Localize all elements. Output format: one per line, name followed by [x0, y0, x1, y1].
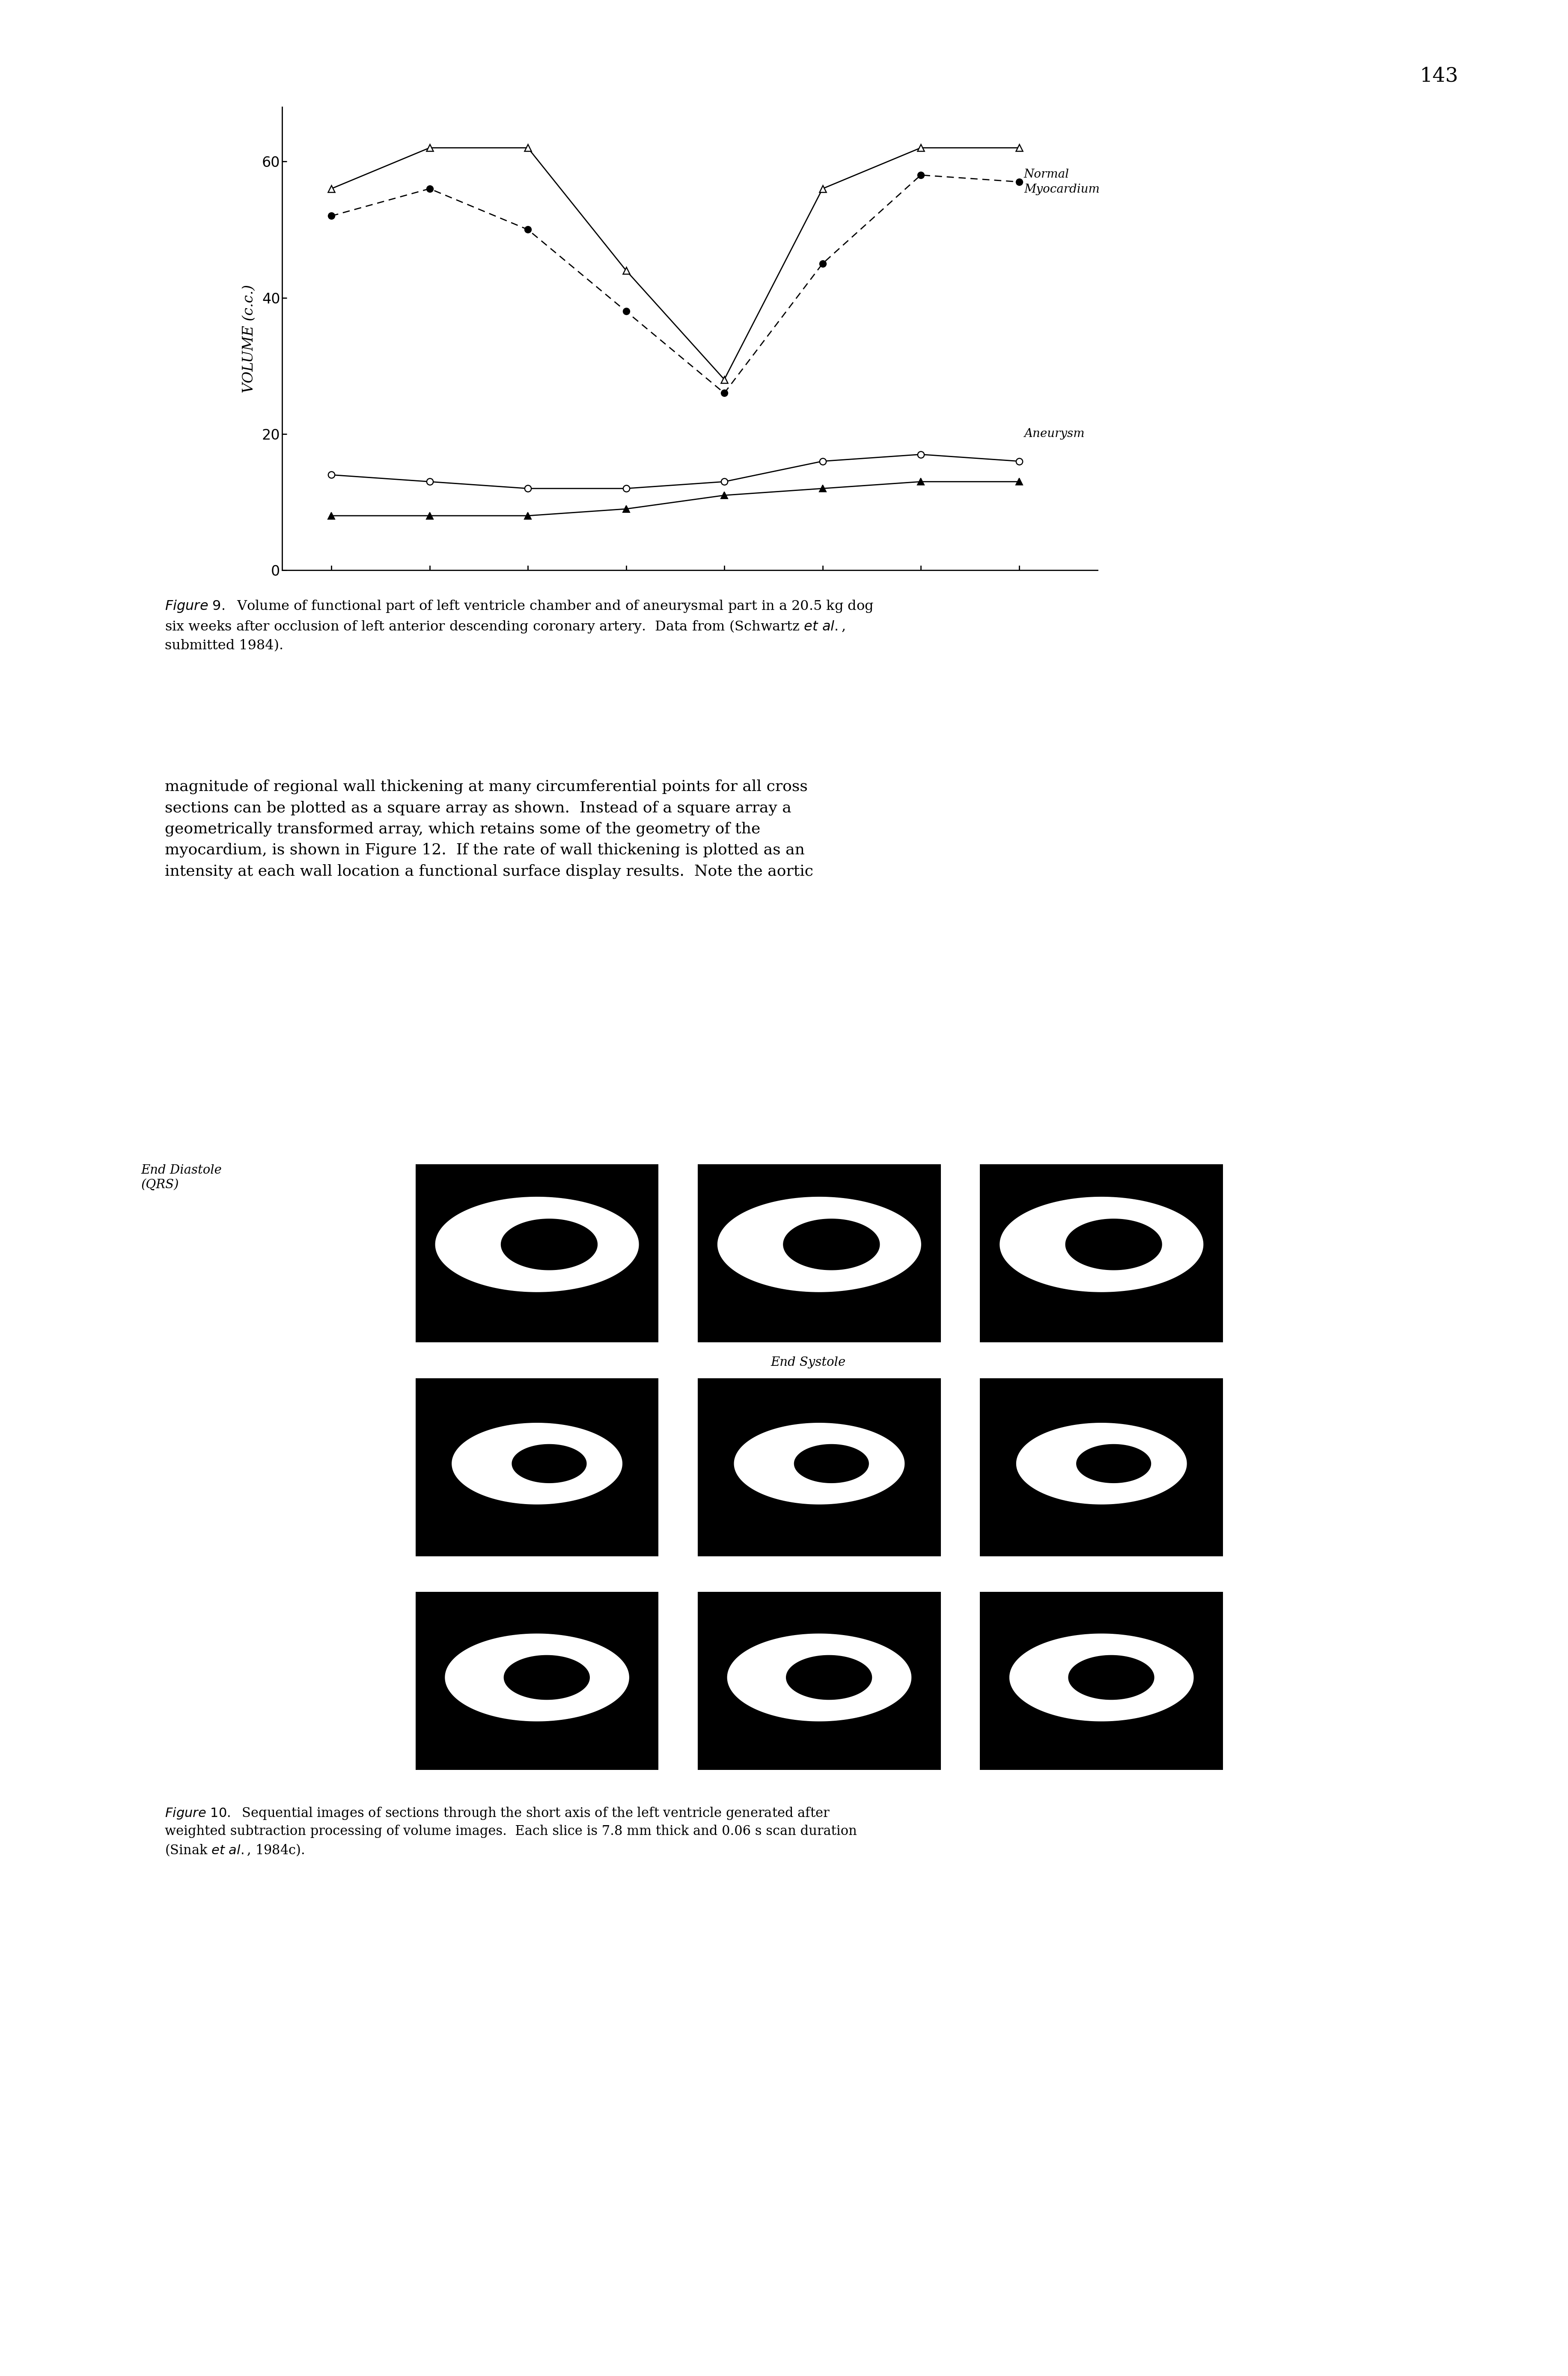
- Polygon shape: [1016, 1423, 1187, 1504]
- Polygon shape: [1010, 1635, 1193, 1720]
- Polygon shape: [784, 1219, 880, 1269]
- Text: End Diastole
(QRS): End Diastole (QRS): [141, 1164, 223, 1190]
- Polygon shape: [1077, 1445, 1151, 1483]
- Text: $\it{Figure}$ $\it{9.}$  Volume of functional part of left ventricle chamber and: $\it{Figure}$ $\it{9.}$ Volume of functi…: [165, 599, 873, 653]
- Polygon shape: [1068, 1656, 1154, 1699]
- Polygon shape: [452, 1423, 622, 1504]
- Polygon shape: [795, 1445, 869, 1483]
- Text: End Systole: End Systole: [771, 1357, 845, 1369]
- Polygon shape: [728, 1635, 911, 1720]
- Polygon shape: [436, 1198, 638, 1293]
- Y-axis label: VOLUME (c.c.): VOLUME (c.c.): [243, 285, 256, 392]
- Polygon shape: [1000, 1198, 1203, 1293]
- Polygon shape: [502, 1219, 597, 1269]
- Text: $\it{Figure}$ $\it{10.}$  Sequential images of sections through the short axis o: $\it{Figure}$ $\it{10.}$ Sequential imag…: [165, 1806, 856, 1858]
- Text: magnitude of regional wall thickening at many circumferential points for all cro: magnitude of regional wall thickening at…: [165, 779, 814, 879]
- Polygon shape: [718, 1198, 920, 1293]
- Polygon shape: [786, 1656, 872, 1699]
- Polygon shape: [734, 1423, 905, 1504]
- Text: Normal
Myocardium: Normal Myocardium: [1024, 169, 1099, 195]
- Polygon shape: [445, 1635, 629, 1720]
- Polygon shape: [513, 1445, 586, 1483]
- Polygon shape: [1066, 1219, 1162, 1269]
- Text: 143: 143: [1419, 67, 1458, 86]
- Polygon shape: [503, 1656, 590, 1699]
- Text: Aneurysm: Aneurysm: [1024, 428, 1085, 440]
